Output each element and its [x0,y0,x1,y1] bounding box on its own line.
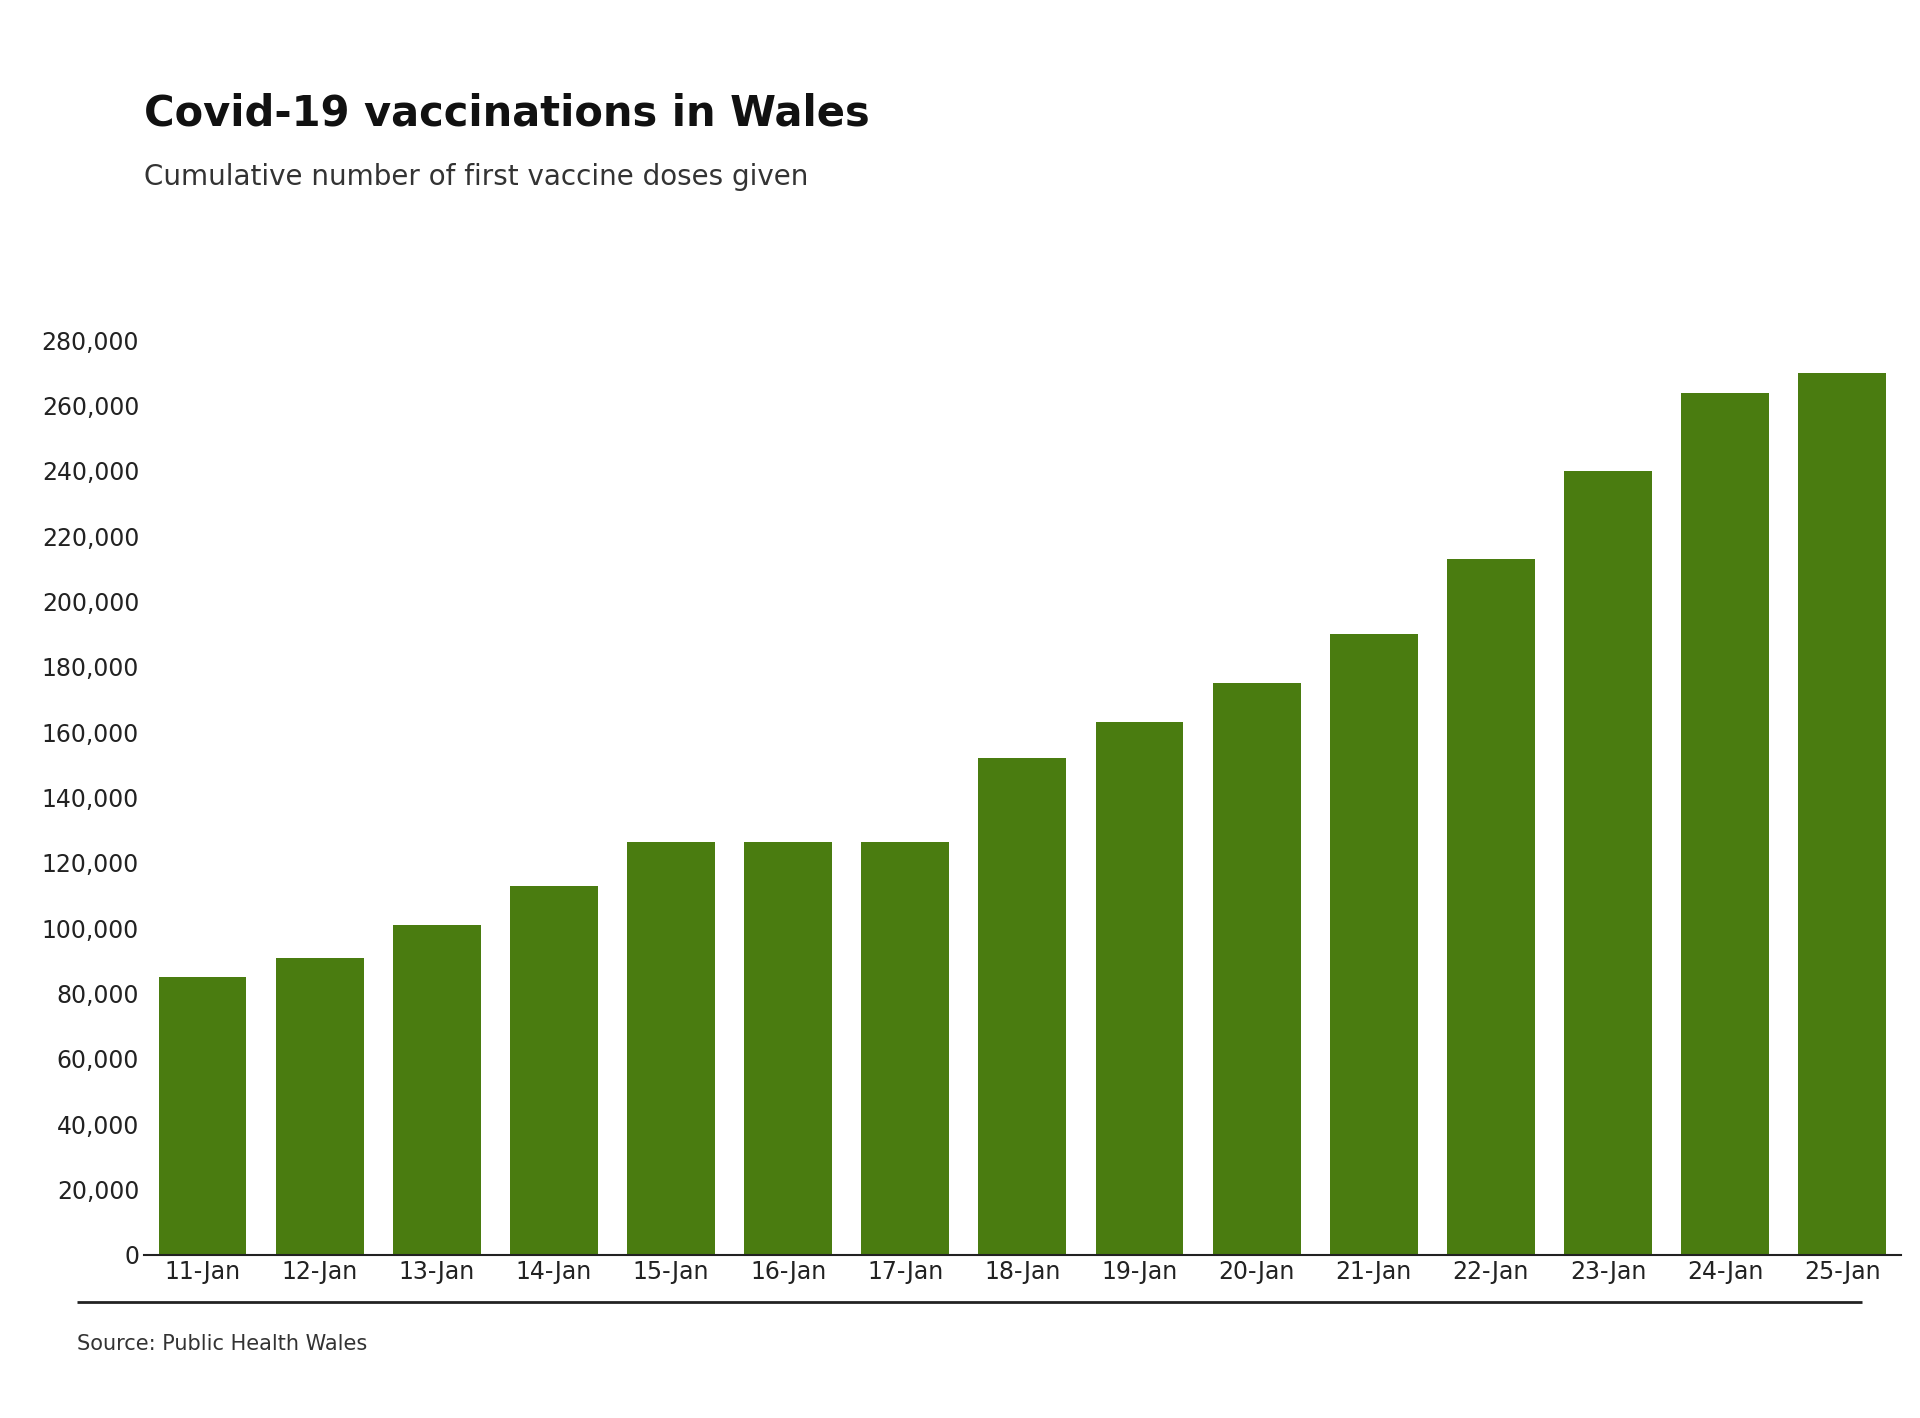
Text: Source: Public Health Wales: Source: Public Health Wales [77,1334,367,1354]
Bar [1799,373,1885,1255]
Bar [1213,683,1300,1255]
Text: Covid-19 vaccinations in Wales: Covid-19 vaccinations in Wales [144,92,870,135]
Text: Cumulative number of first vaccine doses given: Cumulative number of first vaccine doses… [144,163,808,191]
Bar [979,759,1066,1255]
Bar [1331,634,1417,1255]
Bar [1682,393,1768,1255]
Bar [276,957,363,1255]
Bar [862,842,948,1255]
Bar [628,842,714,1255]
Bar [1448,559,1534,1255]
Bar [745,842,831,1255]
Text: BBC: BBC [1782,1341,1832,1361]
Bar [1565,471,1651,1255]
Bar [1096,723,1183,1255]
Bar [159,977,246,1255]
Bar [394,925,480,1255]
Bar [511,886,597,1255]
